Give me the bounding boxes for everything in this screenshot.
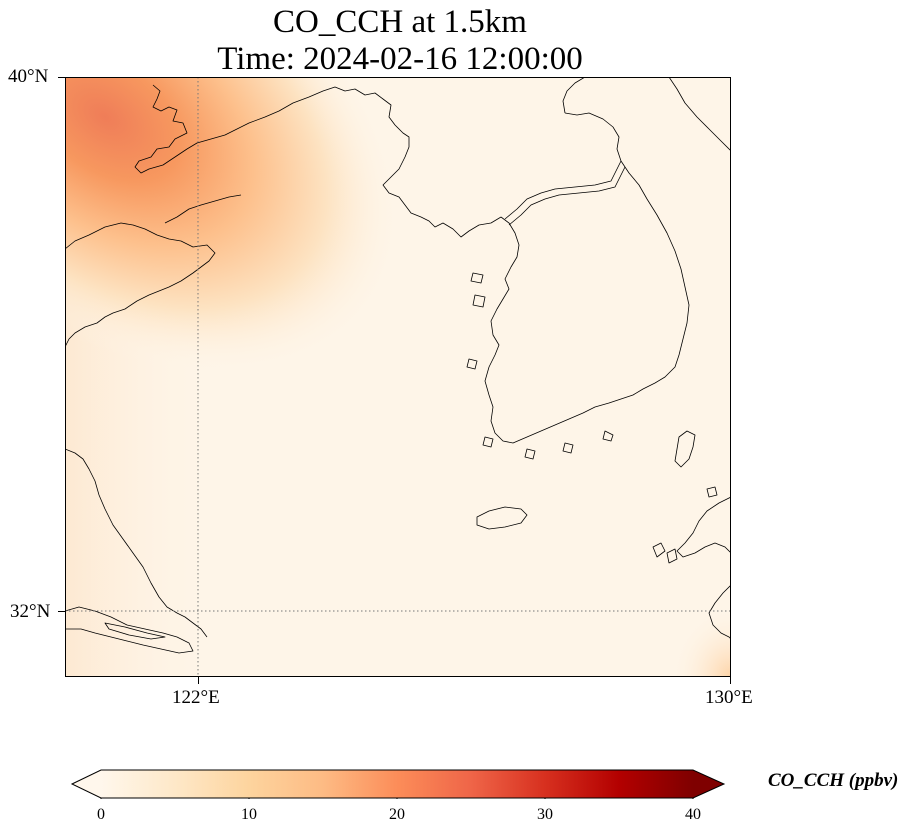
coastline-yangtze-island — [104, 622, 166, 640]
coastline-kyushu-south — [708, 584, 731, 640]
title-line1: CO_CCH at 1.5km — [273, 4, 527, 40]
coastline-korea-north — [562, 77, 586, 114]
colorbar-tick-label-10: 10 — [241, 806, 257, 823]
coastline-china-east — [65, 448, 208, 638]
colorbar-extend-min — [72, 770, 101, 798]
lat-label-40n: 40°N — [8, 66, 49, 87]
colorbar — [70, 769, 726, 799]
tick-lat-40 — [58, 77, 65, 78]
gridlines — [65, 77, 731, 677]
coastline-korea-west — [484, 112, 690, 444]
tick-lat-32 — [58, 611, 65, 612]
colorbar-tick-label-40: 40 — [685, 806, 701, 823]
coastline-yangtze — [65, 606, 194, 654]
colorbar-ticks — [100, 798, 694, 799]
map-panel — [65, 77, 731, 677]
map-border — [65, 77, 731, 677]
southeast-co-plume — [65, 77, 731, 677]
coastline-kyushu — [676, 496, 731, 558]
coastline-liaodong — [134, 84, 502, 238]
coastline-iki — [706, 486, 718, 498]
lon-label-130e: 130°E — [705, 687, 753, 708]
coastlines — [65, 77, 731, 654]
coastline-shandong-north — [164, 194, 242, 224]
korea-dmz-line-1 — [504, 160, 622, 220]
colorbar-tick-label-20: 20 — [389, 806, 405, 823]
coastline-goto-islands — [652, 542, 678, 564]
coastline-gyeonggi-islands — [470, 272, 486, 308]
lat-label-32n: 32°N — [10, 601, 51, 622]
colorbar-label: CO_CCH (ppbv) — [768, 770, 899, 791]
coastline-primorye — [668, 77, 731, 152]
tick-lon-130 — [730, 677, 731, 684]
tick-lon-122 — [198, 677, 199, 684]
colorbar-tick-label-0: 0 — [97, 806, 105, 823]
colorbar-tick-label-30: 30 — [537, 806, 553, 823]
colorbar-extend-max — [693, 770, 724, 798]
lon-label-122e: 122°E — [172, 687, 220, 708]
korea-dmz-line-2 — [508, 166, 626, 226]
map-canvas — [65, 77, 731, 677]
coastline-tsushima — [674, 430, 696, 468]
title-line2: Time: 2024-02-16 12:00:00 — [217, 41, 583, 77]
coastline-korea-islands — [466, 358, 614, 460]
colorbar-gradient — [101, 770, 693, 798]
coastline-shandong — [65, 222, 216, 348]
coastline-jeju — [476, 506, 528, 530]
